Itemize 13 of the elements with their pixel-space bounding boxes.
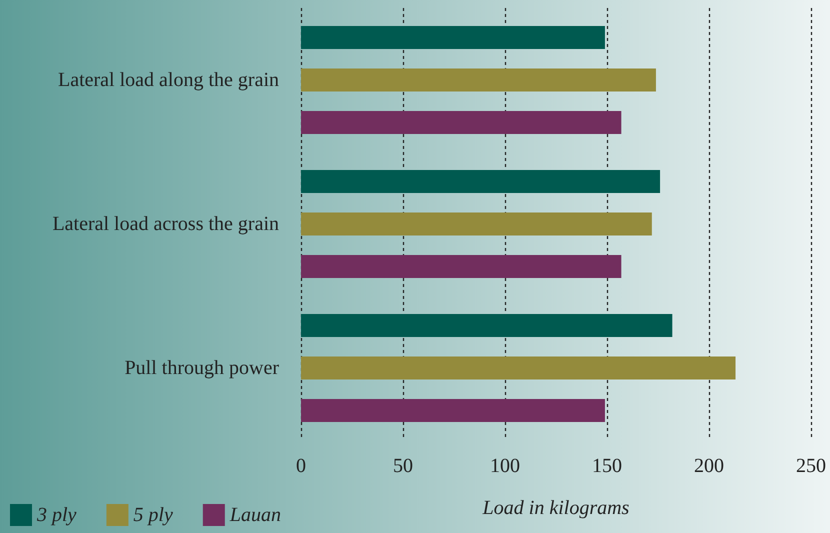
x-tick-label: 50 bbox=[393, 455, 413, 477]
legend-label: 3 ply bbox=[36, 504, 77, 526]
legend-label: Lauan bbox=[228, 504, 281, 526]
x-tick-label: 250 bbox=[796, 455, 826, 477]
x-tick-label: 200 bbox=[694, 455, 724, 477]
x-axis-title: Load in kilograms bbox=[482, 497, 630, 519]
y-tick-label: Lateral load along the grain bbox=[58, 69, 279, 91]
x-tick-label: 0 bbox=[296, 455, 306, 477]
x-tick-label: 150 bbox=[592, 455, 622, 477]
y-tick-label: Pull through power bbox=[124, 357, 280, 379]
legend-label: 5 ply bbox=[133, 504, 173, 526]
y-tick-label: Lateral load across the grain bbox=[52, 213, 279, 235]
x-tick-label: 100 bbox=[490, 455, 520, 477]
